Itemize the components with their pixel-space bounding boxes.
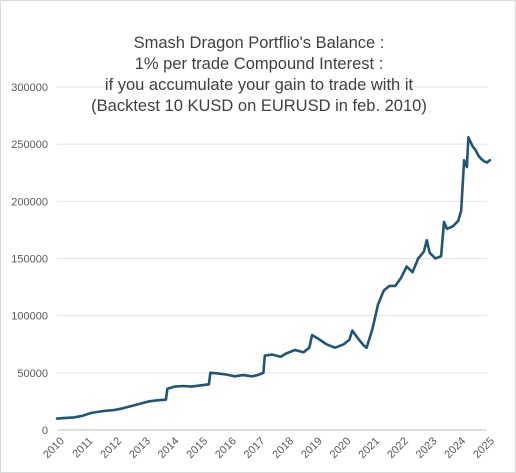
y-tick-label: 300000 — [11, 82, 48, 94]
x-tick-label: 2012 — [98, 435, 124, 461]
y-tick-label: 200000 — [11, 196, 48, 208]
x-tick-label: 2018 — [270, 435, 296, 461]
series-line-balance — [55, 136, 492, 420]
x-tick-label: 2023 — [414, 435, 440, 461]
x-tick-label: 2013 — [127, 435, 153, 461]
y-tick-label: 250000 — [11, 139, 48, 151]
x-tick-label: 2022 — [385, 435, 411, 461]
x-tick-label: 2011 — [70, 435, 95, 460]
x-tick-label: 2017 — [242, 435, 268, 461]
x-tick-label: 2014 — [156, 435, 182, 461]
x-tick-label: 2024 — [442, 435, 468, 461]
series-layer — [55, 136, 492, 420]
y-tick-label: 0 — [42, 425, 48, 437]
x-tick-label: 2016 — [213, 435, 239, 461]
x-tick-label: 2020 — [328, 435, 354, 461]
y-tick-label: 150000 — [11, 254, 48, 266]
x-tick-label: 2015 — [184, 435, 210, 461]
chart-title-line-2: 1% per trade Compound Interest : — [135, 55, 384, 73]
x-tick-label: 2021 — [356, 435, 382, 461]
chart-title: Smash Dragon Portflio's Balance : 1% per… — [91, 34, 427, 115]
x-tick-label: 2025 — [471, 435, 497, 461]
chart-title-line-3: if you accumulate your gain to trade wit… — [105, 76, 414, 94]
y-tick-label: 100000 — [11, 311, 48, 323]
chart-title-line-1: Smash Dragon Portflio's Balance : — [134, 34, 385, 52]
x-tick-label: 2019 — [299, 435, 325, 461]
x-tick-label: 2010 — [41, 435, 67, 461]
y-tick-label: 50000 — [17, 368, 48, 380]
axes: 0 50000 100000 150000 200000 250000 300000 2010… — [11, 82, 497, 461]
chart-title-line-4: (Backtest 10 KUSD on EURUSD in feb. 2010… — [91, 97, 427, 115]
gridlines — [57, 86, 487, 374]
